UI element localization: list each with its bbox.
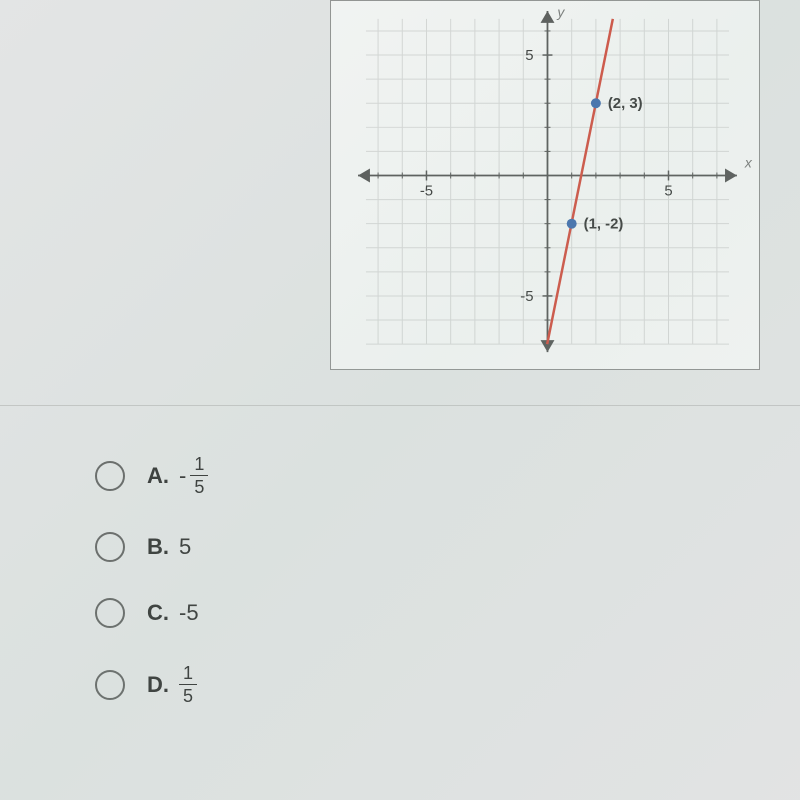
radio-button[interactable] xyxy=(95,461,125,491)
graph-svg: -5 5 -5 5 x y (2, 3) (1, -2) xyxy=(331,1,759,369)
section-divider xyxy=(0,405,800,406)
svg-text:5: 5 xyxy=(664,183,672,199)
radio-button[interactable] xyxy=(95,598,125,628)
answer-options: A.-15B.5C.-5D.15 xyxy=(95,455,208,741)
option-a[interactable]: A.-15 xyxy=(95,455,208,496)
fraction: 15 xyxy=(179,664,197,705)
option-letter: D. xyxy=(147,672,169,698)
svg-text:5: 5 xyxy=(525,48,533,64)
svg-text:(2, 3): (2, 3) xyxy=(608,96,643,112)
svg-text:x: x xyxy=(744,155,753,171)
option-letter: B. xyxy=(147,534,169,560)
option-letter: C. xyxy=(147,600,169,626)
coordinate-graph: -5 5 -5 5 x y (2, 3) (1, -2) xyxy=(330,0,760,370)
svg-text:-5: -5 xyxy=(420,183,433,199)
option-value: 5 xyxy=(179,534,191,560)
negative-sign: - xyxy=(179,463,186,489)
option-label: A.-15 xyxy=(147,455,208,496)
option-c[interactable]: C. -5 xyxy=(95,598,208,628)
option-d[interactable]: D. 15 xyxy=(95,664,208,705)
option-label: D. 15 xyxy=(147,664,197,705)
fraction-denominator: 5 xyxy=(194,476,204,496)
radio-button[interactable] xyxy=(95,670,125,700)
fraction-denominator: 5 xyxy=(183,685,193,705)
option-label: C. -5 xyxy=(147,600,199,626)
option-letter: A. xyxy=(147,463,169,489)
option-value: -5 xyxy=(179,600,199,626)
fraction-numerator: 1 xyxy=(190,455,208,476)
fraction-numerator: 1 xyxy=(179,664,197,685)
svg-text:y: y xyxy=(556,4,565,20)
radio-button[interactable] xyxy=(95,532,125,562)
svg-text:(1, -2): (1, -2) xyxy=(584,217,624,233)
svg-text:-5: -5 xyxy=(520,289,533,305)
option-label: B. 5 xyxy=(147,534,191,560)
option-b[interactable]: B. 5 xyxy=(95,532,208,562)
fraction: 15 xyxy=(190,455,208,496)
